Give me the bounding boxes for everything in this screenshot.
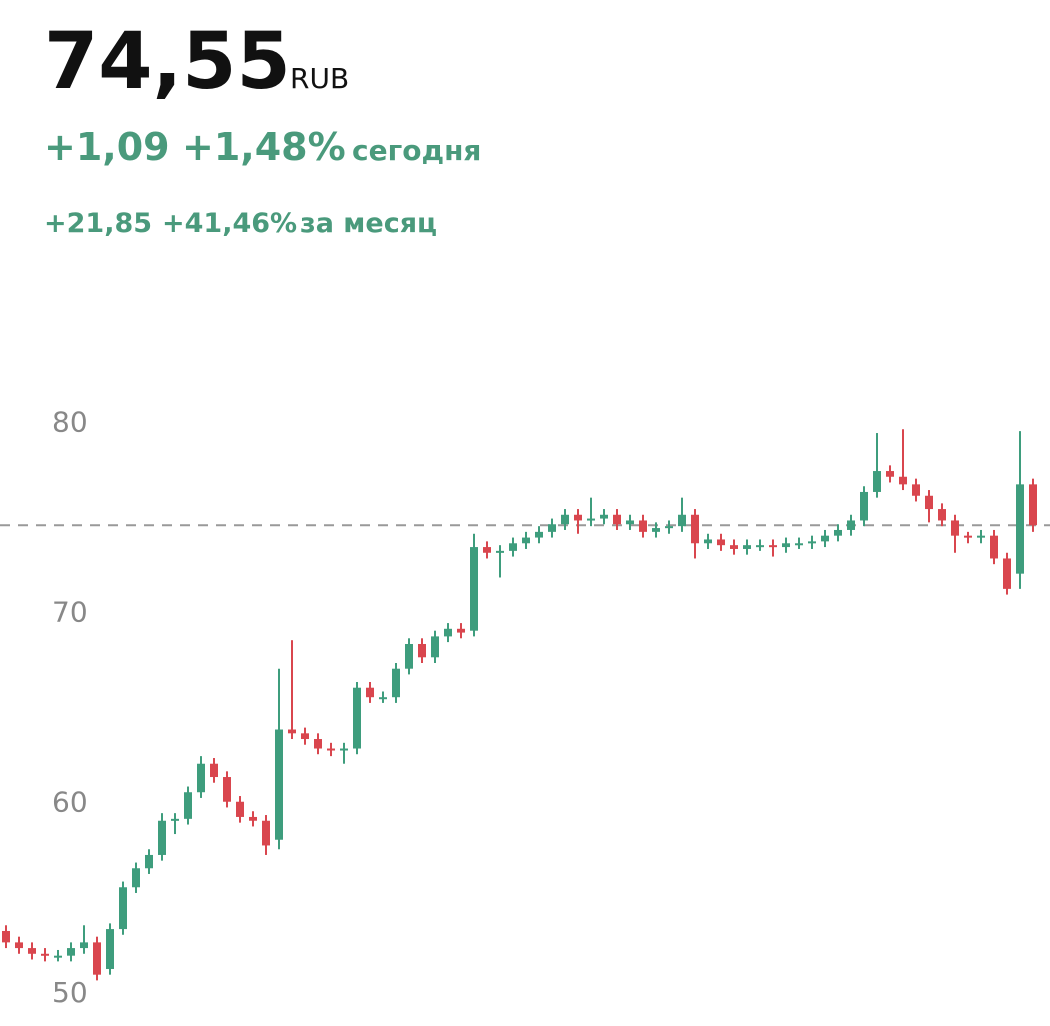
candle-body: [1029, 484, 1037, 526]
candle-body: [977, 535, 985, 538]
candle-body: [535, 531, 543, 538]
candle-body: [795, 543, 803, 546]
candle-body: [925, 495, 933, 510]
candle-body: [678, 514, 686, 527]
candle-body: [106, 929, 114, 969]
candle-body: [379, 697, 387, 700]
day-change-pct: +1,48%: [182, 125, 346, 169]
candle-body: [1003, 558, 1011, 589]
candle-body: [184, 792, 192, 819]
month-change: +21,85: [44, 208, 152, 239]
candle-body: [67, 948, 75, 956]
candle-body: [340, 748, 348, 751]
candle-body: [509, 543, 517, 551]
candle-body: [522, 537, 530, 544]
month-label: за месяц: [300, 208, 437, 239]
candle-body: [249, 816, 257, 821]
price: 74,55: [44, 17, 291, 107]
candle-body: [353, 687, 361, 749]
candle-body: [54, 955, 62, 958]
y-tick-label: 80: [52, 406, 88, 439]
candle-body: [821, 535, 829, 542]
candle-body: [158, 820, 166, 855]
candle-body: [119, 887, 127, 930]
candle-body: [28, 948, 36, 954]
candle-body: [561, 514, 569, 525]
y-tick-label: 70: [52, 596, 88, 629]
candle-body: [1016, 484, 1024, 574]
candle-body: [548, 524, 556, 532]
candle-body: [691, 514, 699, 544]
candle-body: [600, 514, 608, 519]
candle-body: [730, 545, 738, 549]
candle-body: [197, 763, 205, 793]
candle-body: [743, 545, 751, 549]
candle-body: [145, 854, 153, 869]
candle-body: [665, 526, 673, 529]
candle-body: [639, 520, 647, 532]
candle-body: [860, 491, 868, 521]
candle-body: [418, 643, 426, 658]
candle-body: [808, 541, 816, 544]
candle-body: [483, 547, 491, 553]
candle-body: [990, 535, 998, 559]
candle-body: [769, 545, 777, 548]
candle-body: [93, 942, 101, 975]
candle-body: [2, 930, 10, 943]
candle-body: [574, 514, 582, 521]
candle-body: [444, 628, 452, 637]
candle-body: [457, 628, 465, 633]
candle-body: [717, 539, 725, 546]
candle-body: [652, 528, 660, 532]
day-change: +1,09: [44, 125, 170, 169]
candle-body: [613, 514, 621, 525]
candle-body: [236, 801, 244, 817]
y-tick-label: 60: [52, 786, 88, 819]
currency: RUB: [290, 62, 349, 95]
candle-body: [899, 476, 907, 485]
candle-body: [847, 520, 855, 530]
candle-body: [834, 529, 842, 536]
candle-body: [886, 471, 894, 477]
candle-body: [80, 942, 88, 949]
candle-body: [938, 509, 946, 521]
candle-body: [951, 520, 959, 536]
candle-body: [496, 550, 504, 553]
candle-body: [171, 818, 179, 821]
candle-body: [314, 739, 322, 749]
candle-body: [392, 668, 400, 698]
candle-body: [275, 729, 283, 840]
candle-body: [366, 687, 374, 698]
candle-body: [15, 942, 23, 949]
candle-body: [210, 763, 218, 778]
month-change-pct: +41,46%: [162, 208, 297, 239]
candle-body: [41, 953, 49, 956]
candle-body: [405, 643, 413, 669]
candle-body: [431, 636, 439, 658]
y-tick-label: 50: [52, 976, 88, 1009]
candle-body: [223, 777, 231, 802]
day-label: сегодня: [352, 134, 481, 167]
candle-body: [782, 543, 790, 548]
candle-body: [327, 748, 335, 751]
candle-body: [912, 484, 920, 496]
candle-body: [873, 471, 881, 492]
candle-body: [626, 520, 634, 525]
candle-body: [756, 545, 764, 548]
candle-body: [288, 729, 296, 734]
candle-body: [964, 535, 972, 538]
candle-body: [132, 868, 140, 888]
candle-body: [704, 539, 712, 544]
candle-body: [262, 820, 270, 846]
candle-body: [301, 733, 309, 740]
candle-body: [587, 518, 595, 521]
candle-body: [470, 547, 478, 631]
